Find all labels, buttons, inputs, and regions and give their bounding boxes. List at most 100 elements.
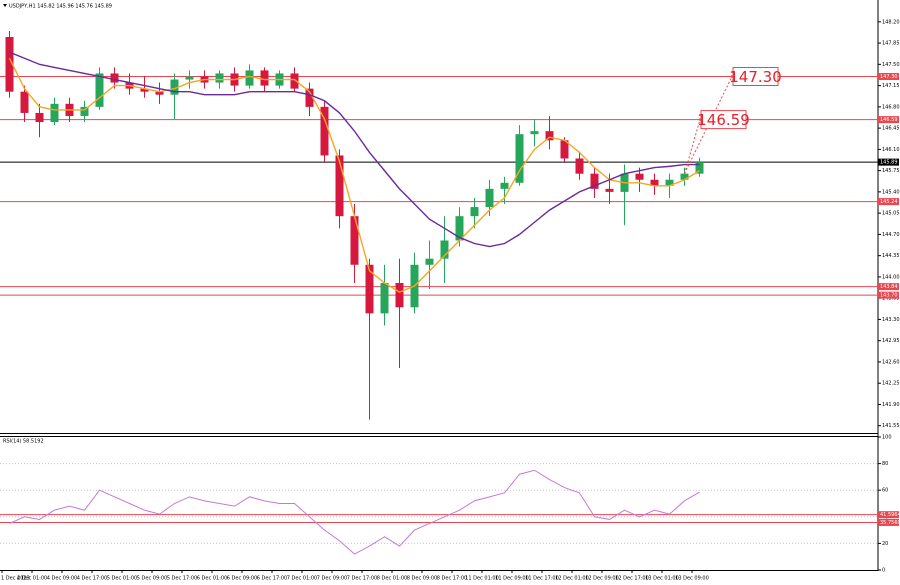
candle-body [290,73,299,89]
y-tick-label: 144.35 [882,253,900,259]
candle-body [245,70,254,86]
candle-body [140,88,149,92]
candle-body [110,73,119,83]
x-tick-label: 7 Dec 01:00 [287,576,317,582]
candle-body [680,173,689,180]
moving-average [8,57,700,293]
x-tick-label: 8 Dec 01:00 [377,576,407,582]
x-tick-label: 11 Dec 17:00 [525,576,559,582]
y-tick-label: 146.10 [882,147,900,153]
y-tick-label: 141.90 [882,402,900,408]
y-tick-label: 143.30 [882,317,900,323]
level-label: 41.5964 [880,512,900,518]
level-label-box [878,291,899,299]
candle-body [425,258,434,265]
x-tick-label: 5 Dec 09:00 [137,576,167,582]
annotation: 147.30 [729,68,782,86]
x-tick-label: 4 Dec 09:00 [47,576,77,582]
candle-body [170,79,179,95]
annotation-box [732,66,779,86]
level-label-box [878,116,899,124]
candle-body [380,282,389,314]
x-tick-label: 6 Dec 09:00 [227,576,257,582]
candle-body [35,112,44,123]
candle-body [500,182,509,189]
x-tick-label: 12 Dec 09:00 [585,576,619,582]
symbol-icon [3,4,7,7]
x-tick-label: 13 Dec 09:00 [675,576,709,582]
candle-body [155,91,164,95]
x-tick-label: 13 Dec 01:00 [645,576,679,582]
candle-body [530,131,539,135]
rsi-title: RSI(14) 58.5192 [3,439,44,445]
candle-body [665,179,674,186]
y-tick-label: 0 [882,568,885,574]
candle-body [215,73,224,83]
y-tick-label: 142.25 [882,381,900,387]
x-tick-label: 4 Dec 01:00 [17,576,47,582]
y-tick-label: 144.00 [882,274,900,280]
x-tick-label: 12 Dec 17:00 [615,576,649,582]
candle-body [470,207,479,217]
level-label-box [878,283,899,291]
candle-body [95,73,104,107]
candle-body [80,106,89,116]
level-label-box [878,158,899,166]
candle-body [440,240,449,259]
y-tick-label: 147.85 [882,41,900,47]
candle-body [335,155,344,217]
level-label-box [878,511,899,519]
x-tick-label: 6 Dec 17:00 [257,576,287,582]
moving-average [9,51,700,248]
y-tick-label: 145.40 [882,189,900,195]
candle-body [590,173,599,189]
level-label: 35.7560 [880,520,900,526]
x-tick-label: 11 Dec 09:00 [495,576,529,582]
forecast-arrow [684,119,701,174]
y-tick-label: 142.95 [882,338,900,344]
rsi-line [9,469,700,555]
y-tick-label: 147.50 [882,62,900,68]
candle-body [50,103,59,123]
candle-body [455,216,464,241]
candle-body [635,173,644,180]
candle-body [515,134,524,183]
y-tick-label: 80 [882,461,888,467]
candle-body [695,162,704,174]
candle-body [605,188,614,192]
x-tick-label: 7 Dec 09:00 [317,576,347,582]
y-tick-label: 145.05 [882,211,900,217]
x-tick-label: 5 Dec 17:00 [167,576,197,582]
level-label: 145.89 [880,160,898,166]
x-tick-label: 12 Dec 01:00 [555,576,589,582]
candle-body [365,264,374,314]
annotation-box [700,110,747,130]
y-tick-label: 20 [882,541,888,547]
x-tick-label: 8 Dec 09:00 [407,576,437,582]
y-tick-label: 100 [882,435,892,441]
level-label-box [878,198,899,206]
candle-body [350,216,359,265]
y-tick-label: 142.60 [882,359,900,365]
candle-body [260,70,269,86]
annotation: 146.59 [697,111,750,129]
y-tick-label: 147.15 [882,83,900,89]
candle-body [395,282,404,308]
level-label: 143.70 [880,293,898,299]
candle-body [320,106,329,156]
x-tick-label: 11 Dec 01:00 [465,576,499,582]
y-tick-label: 60 [882,488,888,494]
y-tick-label: 143.65 [882,296,900,302]
y-tick-label: 141.55 [882,423,900,429]
y-tick-label: 148.20 [882,19,900,25]
x-tick-label: 7 Dec 17:00 [347,576,377,582]
candle-body [545,131,554,141]
candle-body [305,88,314,107]
candle-body [650,179,659,186]
x-tick-label: 6 Dec 01:00 [197,576,227,582]
x-tick-label: 4 Dec 17:00 [77,576,107,582]
x-tick-label: 1 Dec 2023 [1,576,30,582]
candle-body [185,76,194,80]
